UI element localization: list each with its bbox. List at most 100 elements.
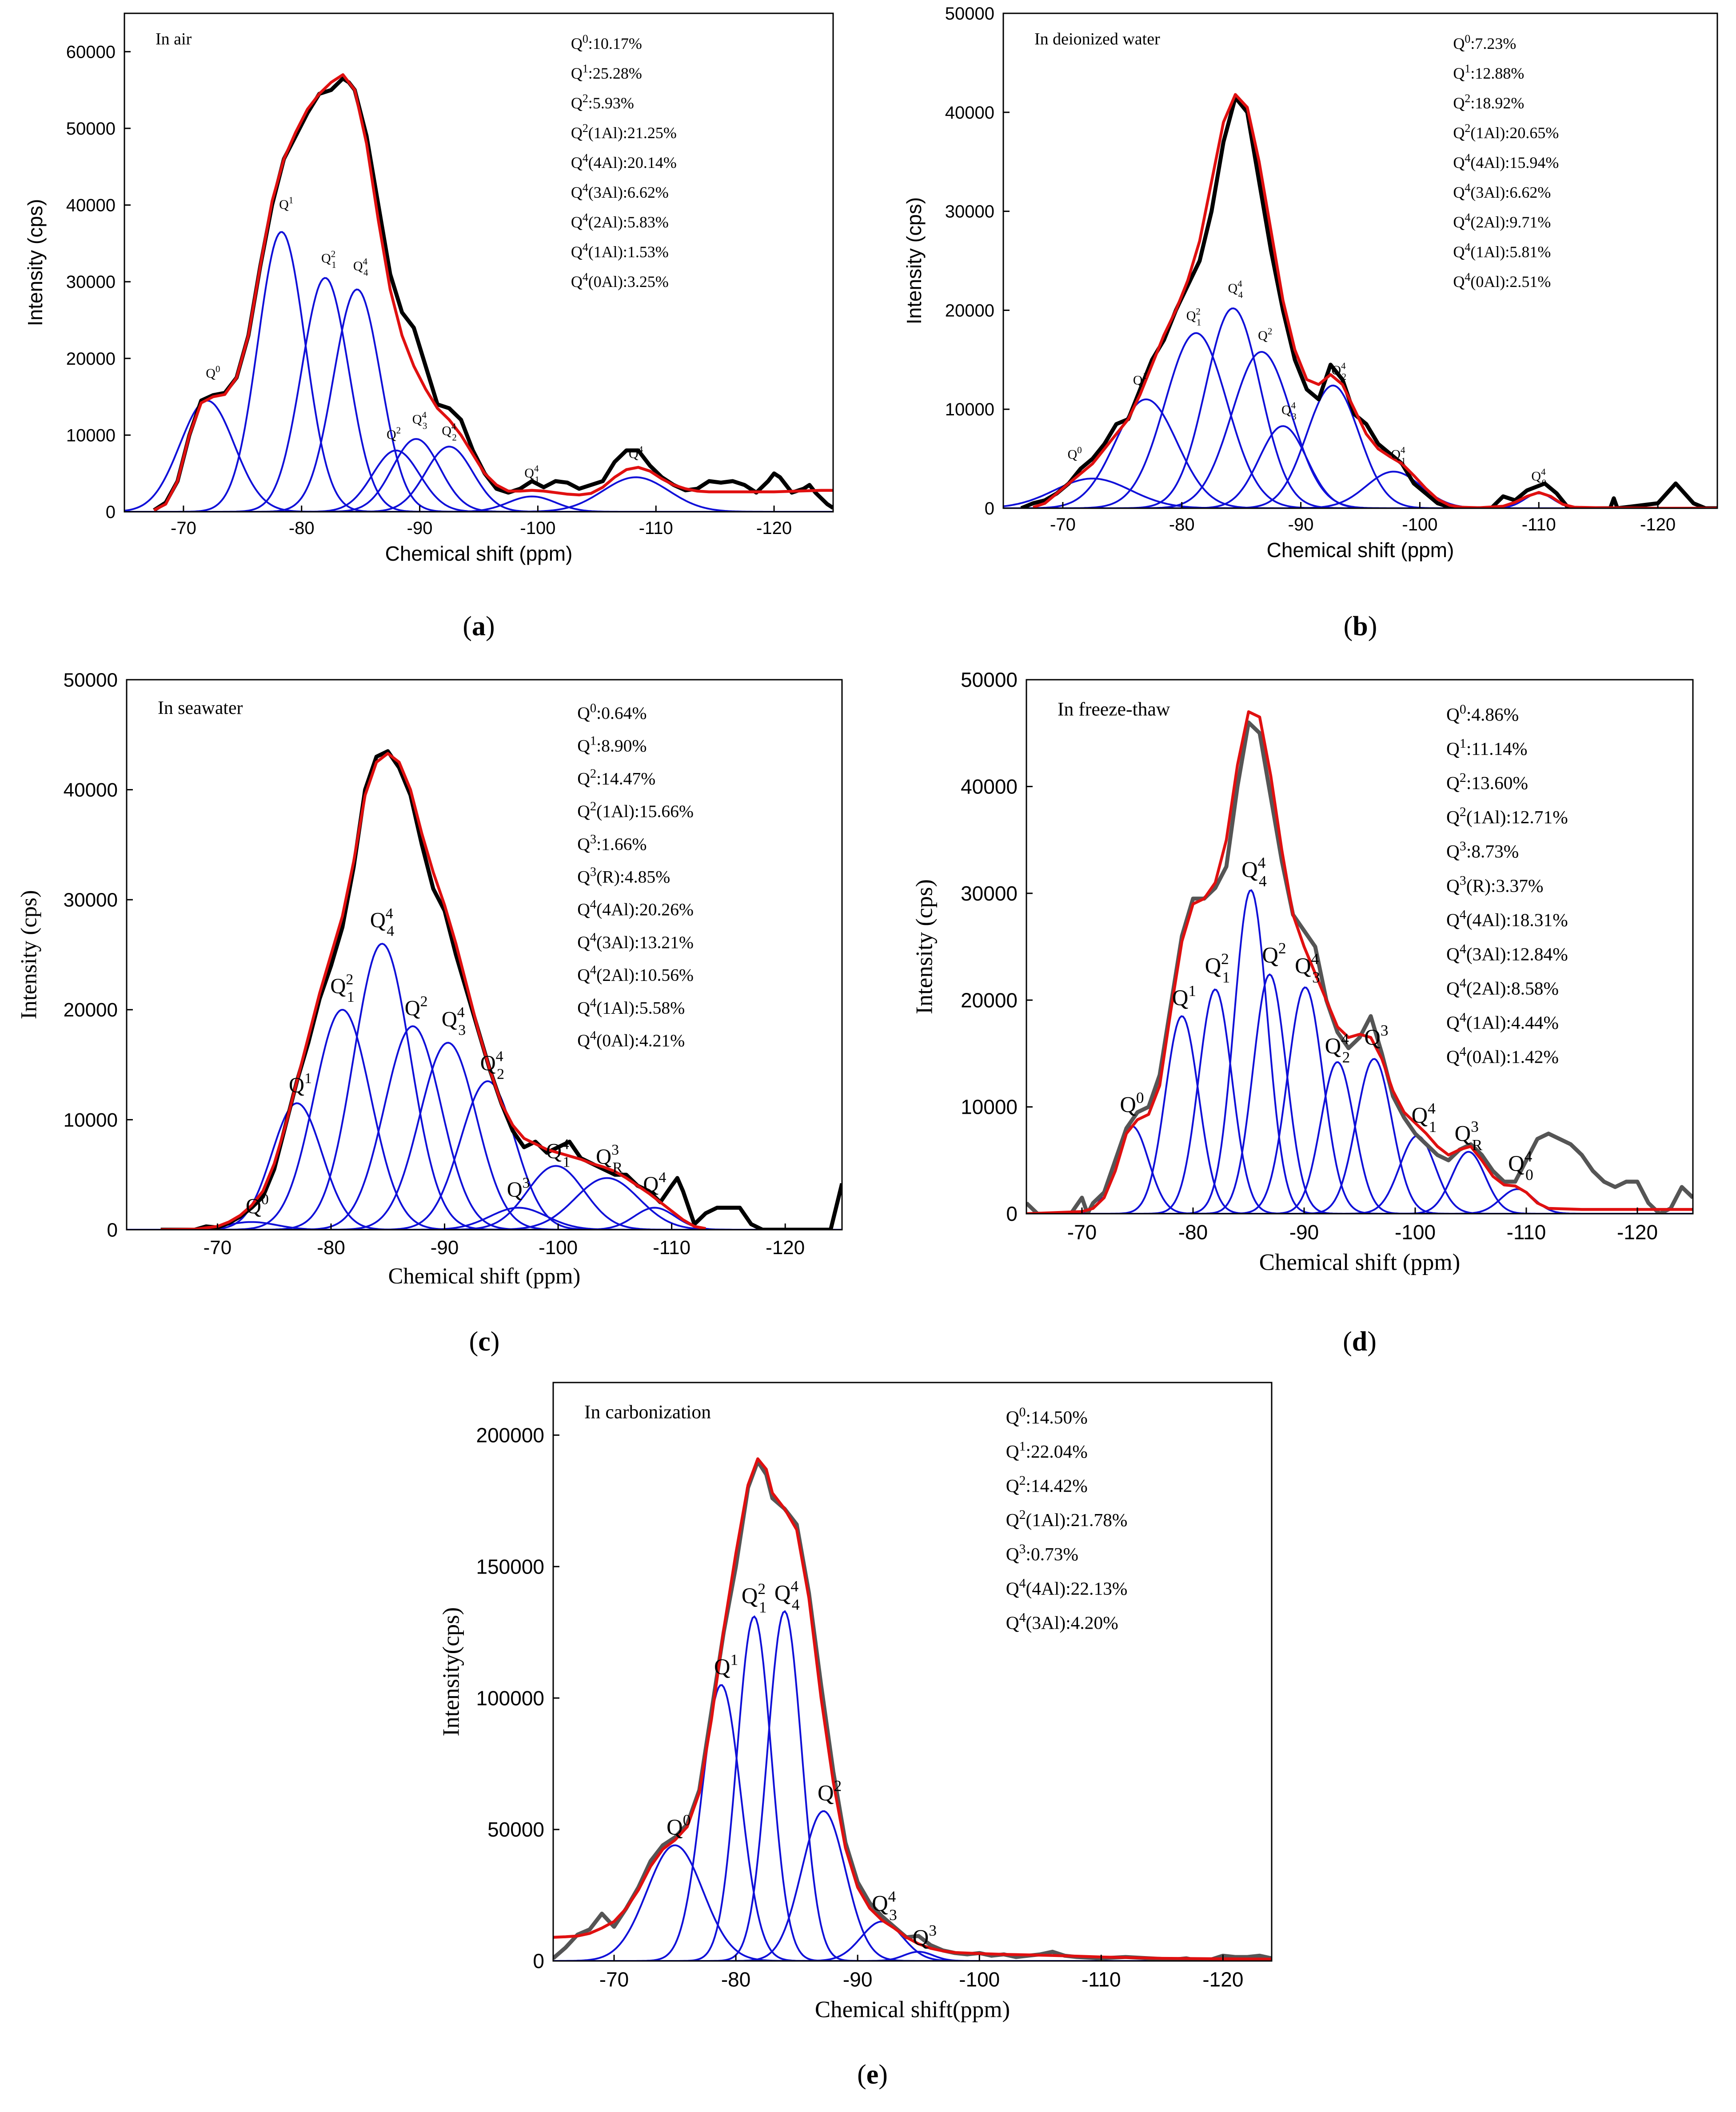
legend-entry-5: Q4(4Al):20.14% <box>571 151 677 172</box>
spectrum-curves <box>553 1459 1272 1961</box>
legend-entry-5: Q3:8.73% <box>1446 839 1519 862</box>
legend-entry-3: Q2:5.93% <box>571 92 634 112</box>
component-curve-4 <box>553 1611 1272 1961</box>
panel-b: -70 -80 -90 -100 -110 -120 0 10000 20000 30000 400… <box>902 4 1717 642</box>
fit-curve <box>1033 95 1717 508</box>
peak-label-3: Q2 1 <box>1186 306 1201 328</box>
peak-label-5: Q2 <box>1262 939 1286 968</box>
x-tick-label: -100 <box>539 1237 578 1259</box>
y-tick-label: 50000 <box>961 668 1018 691</box>
x-tick-label: -120 <box>1202 1968 1243 1991</box>
y-axis-title: Intensity (cps) <box>902 197 926 324</box>
legend-entry-8: Q4(1Al):5.81% <box>1453 241 1551 261</box>
component-curves <box>127 944 842 1230</box>
legend-entry-1: Q0:14.50% <box>1006 1405 1088 1428</box>
y-tick-label: 20000 <box>64 999 118 1021</box>
legend-entry-7: Q4(2Al):9.71% <box>1453 211 1551 231</box>
x-tick-label: -100 <box>520 518 555 538</box>
spectrum-curves <box>154 75 834 510</box>
x-axis-title: Chemical shift (ppm) <box>385 542 573 565</box>
experimental-curve <box>1021 97 1717 508</box>
component-curve-4 <box>127 944 842 1230</box>
component-curve-4 <box>1003 308 1717 508</box>
peak-label-3: Q2 1 <box>1205 950 1230 986</box>
legend-entry-9: Q4(0Al):3.25% <box>571 271 669 291</box>
peak-label-1: Q0 <box>246 1191 269 1218</box>
y-tick-label: 50000 <box>945 4 994 24</box>
legend-entry-9: Q4(0Al):2.51% <box>1453 271 1551 291</box>
legend-entry-10: Q4(1Al):5.58% <box>577 996 685 1018</box>
component-curves <box>553 1611 1272 1961</box>
x-tick-label: -110 <box>1522 515 1556 534</box>
y-tick-label: 10000 <box>945 400 994 419</box>
fit-curve <box>154 75 834 510</box>
legend-entry-6: Q3(R):3.37% <box>1446 873 1543 897</box>
y-tick-label: 50000 <box>66 119 116 139</box>
peak-label-5: Q2 <box>1258 326 1272 343</box>
panel-c: -70 -80 -90 -100 -110 -1200100002000030000400… <box>16 669 842 1357</box>
legend-entry-6: Q4(4Al):22.13% <box>1006 1576 1128 1599</box>
figure: -70 -80 -90 -100 -110 -1200100002000030000400… <box>0 0 1736 2112</box>
y-tick-label: 150000 <box>476 1555 545 1578</box>
x-tick-label: -80 <box>1169 515 1195 534</box>
y-tick-label: 100000 <box>476 1686 545 1710</box>
y-tick-label: 50000 <box>64 669 118 691</box>
y-tick-label: 50000 <box>487 1818 544 1841</box>
plot-title: In air <box>156 30 192 48</box>
legend-entry-5: Q3:0.73% <box>1006 1542 1078 1565</box>
peak-label-5: Q2 <box>387 425 401 442</box>
peak-label-2: Q1 <box>1172 982 1196 1010</box>
x-tick-label: -120 <box>1617 1221 1658 1244</box>
x-tick-label: -120 <box>1640 515 1676 534</box>
component-curves <box>124 232 833 512</box>
legend-entry-6: Q3(R):4.85% <box>577 865 670 887</box>
y-tick-label: 30000 <box>961 882 1018 905</box>
component-curve-6 <box>124 439 833 512</box>
peak-label-7: Q4 2 <box>1325 1030 1350 1066</box>
x-tick-label: -100 <box>1395 1221 1436 1244</box>
peak-label-9: Q4 <box>629 444 643 462</box>
x-tick-label: -90 <box>843 1968 872 1991</box>
y-tick-label: 40000 <box>66 196 116 215</box>
y-tick-label: 200000 <box>476 1423 545 1447</box>
component-curve-2 <box>127 1103 842 1230</box>
legend-entry-2: Q1:12.88% <box>1453 62 1524 83</box>
y-tick-label: 10000 <box>961 1096 1018 1119</box>
legend-entry-8: Q4(3Al):12.84% <box>1446 941 1568 965</box>
legend-entry-3: Q2:14.42% <box>1006 1473 1088 1496</box>
panel-d: -70 -80 -90 -100 -110 -1200100002000030000400… <box>911 668 1693 1357</box>
y-tick-label: 20000 <box>945 301 994 320</box>
y-tick-label: 0 <box>106 502 116 522</box>
legend-entry-1: Q0:0.64% <box>577 701 647 723</box>
y-tick-label: 40000 <box>945 103 994 123</box>
peak-label-11: Q4 <box>643 1169 666 1196</box>
legend-entry-6: Q4(3Al):6.62% <box>571 181 669 202</box>
legend-entry-3: Q2:13.60% <box>1446 770 1528 793</box>
spectrum-curves <box>1021 95 1717 508</box>
component-curve-2 <box>553 1685 1272 1961</box>
peak-label-6: Q4 3 <box>442 1004 466 1039</box>
x-tick-label: -90 <box>1288 515 1314 534</box>
legend-entry-5: Q4(4Al):15.94% <box>1453 151 1559 172</box>
peak-label-8: Q3 <box>1364 1021 1388 1050</box>
component-curve-5 <box>1003 352 1717 508</box>
x-axis-title: Chemical shift (ppm) <box>1267 538 1454 562</box>
experimental-curve <box>1026 722 1693 1214</box>
x-tick-label: -90 <box>431 1237 459 1259</box>
legend-entry-11: Q4(0Al):4.21% <box>577 1029 685 1051</box>
fit-curve <box>161 753 706 1230</box>
component-curves <box>1003 308 1717 508</box>
peak-label-1: Q0 <box>666 1811 690 1840</box>
y-tick-label: 30000 <box>64 889 118 911</box>
x-tick-label: -100 <box>959 1968 1000 1991</box>
fit-curve <box>553 1459 1272 1959</box>
legend-entry-3: Q2:18.92% <box>1453 92 1524 112</box>
y-tick-label: 0 <box>533 1949 544 1973</box>
plot-title: In freeze-thaw <box>1058 699 1170 720</box>
fit-curve <box>1026 712 1693 1214</box>
y-tick-label: 30000 <box>66 272 116 292</box>
legend-entry-4: Q2(1Al):21.78% <box>1006 1507 1128 1531</box>
x-tick-label: -120 <box>766 1237 805 1259</box>
x-tick-label: -90 <box>407 518 433 538</box>
component-curve-7 <box>124 446 833 512</box>
